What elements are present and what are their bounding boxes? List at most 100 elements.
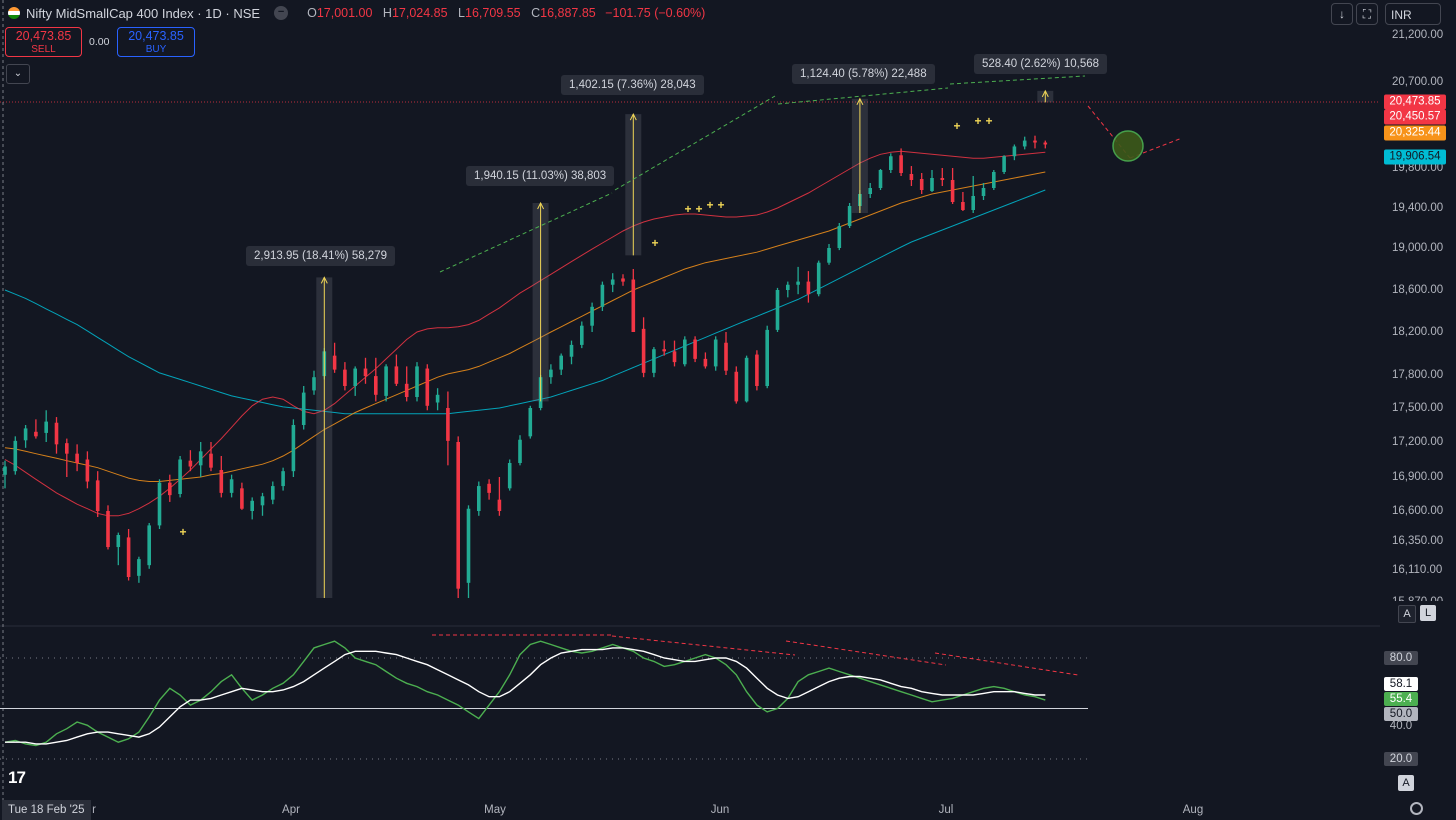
price-tick: 16,110.00 [1392,564,1443,576]
trend-arrow [439,192,613,273]
candle-body [940,178,945,180]
measurement-label-4: 1,124.40 (5.78%) 22,488 [792,64,935,84]
time-label: Aug [1182,804,1204,816]
candle-body [384,366,388,396]
candle-body [260,496,265,506]
candle-body [95,480,100,511]
osc-level-20: 20.0 [1384,752,1418,766]
plus-marker: + [695,202,702,216]
candle-body [404,383,409,397]
log-scale-button[interactable]: L [1420,605,1436,621]
candle-body [168,482,172,496]
collapse-chevron-icon[interactable]: ⌄ [6,64,30,84]
price-tag-ma-slow: 19,906.54 [1384,149,1446,165]
candle-body [188,460,193,467]
candle-body [744,357,749,402]
divergence-line [785,640,947,666]
candle-body [775,290,780,330]
price-tick: 16,600.00 [1392,505,1444,517]
candle-body [219,470,224,493]
auto-scale-button[interactable]: A [1398,605,1416,623]
candle-body [291,425,296,472]
osc-auto-scale-button[interactable]: A [1398,775,1414,791]
price-tag-last: 20,473.85 [1384,94,1446,110]
sell-button[interactable]: 20,473.85 SELL [5,27,82,57]
candle-body [75,453,79,463]
time-label: Apr [282,804,300,816]
divergence-line [934,652,1079,676]
measurement-arrowhead [629,113,637,121]
download-icon[interactable]: ↓ [1331,3,1353,25]
candle-body [786,284,790,290]
osc-value-main: 55.4 [1384,692,1418,706]
candle-body [724,342,728,371]
candle-body [631,279,636,332]
divergence-line [611,635,796,656]
plus-marker: + [651,236,658,250]
candle-body [466,508,471,583]
candle-body [600,284,605,307]
currency-select[interactable]: INR [1385,3,1441,25]
symbol-title[interactable]: Nifty MidSmallCap 400 Index · 1D · NSE [26,5,261,21]
candle-body [507,463,512,489]
measurement-arrowhead [1041,89,1049,98]
candle-body [394,366,399,384]
candle-body [961,202,965,210]
candle-body [415,366,419,397]
fullscreen-icon[interactable]: ⛶ [1356,3,1378,25]
trend-arrow [614,95,776,191]
plus-marker: + [974,114,981,128]
candle-body [713,339,718,367]
measurement-label-5: 528.40 (2.62%) 10,568 [974,54,1108,74]
candle-body [580,325,584,345]
measurement-label-2: 1,940.15 (11.03%) 38,803 [466,166,615,186]
candle-body [54,422,59,445]
candle-body [837,226,842,248]
time-label: May [484,804,506,816]
price-tick: 19,000.00 [1392,242,1444,254]
india-flag-icon [8,7,20,19]
buy-button[interactable]: 20,473.85 BUY [117,27,195,57]
candle-body [610,279,615,285]
candle-body [1043,142,1048,145]
tradingview-logo-icon[interactable]: 17 [8,768,26,787]
candle-body [147,525,151,566]
candle-body [23,428,28,441]
candle-body [353,368,357,386]
candle-body [981,188,986,196]
time-label: Jun [710,804,730,816]
crosshair-date: Tue 18 Feb '25 [2,800,91,820]
ohlc-readout: O17,001.00 H17,024.85 L16,709.55 C16,887… [307,6,706,20]
time-label: Jul [938,804,954,816]
candle-body [497,499,502,511]
candle-body [590,306,594,326]
candle-body [1033,140,1037,143]
candle-body [827,248,831,263]
candle-body [950,180,955,202]
candle-body [44,421,48,433]
candle-body [693,339,697,359]
price-tick: 17,200.00 [1392,436,1444,448]
candle-body [683,339,687,365]
candle-body [157,482,162,526]
candle-body [13,440,18,472]
candle-body [34,431,38,437]
change-readout: −101.75 (−0.60%) [605,6,706,20]
candle-body [126,537,131,577]
price-tick: 16,900.00 [1392,471,1444,483]
measurement-arrowhead [537,201,545,210]
measurement-label-1: 2,913.95 (18.41%) 58,279 [246,246,395,266]
trend-arrow [949,75,1086,85]
candle-body [1002,156,1006,172]
plus-marker: + [717,198,724,212]
oscillator-line [5,647,1046,745]
market-status-icon[interactable]: − [274,6,289,20]
settings-gear-icon[interactable] [1410,802,1423,815]
price-tick: 21,200.00 [1392,29,1444,41]
candle-body [816,262,821,295]
trend-arrow [777,87,949,105]
candle-body [250,500,254,511]
price-tick: 19,800.00 [1392,162,1444,174]
candle-body [919,179,924,190]
